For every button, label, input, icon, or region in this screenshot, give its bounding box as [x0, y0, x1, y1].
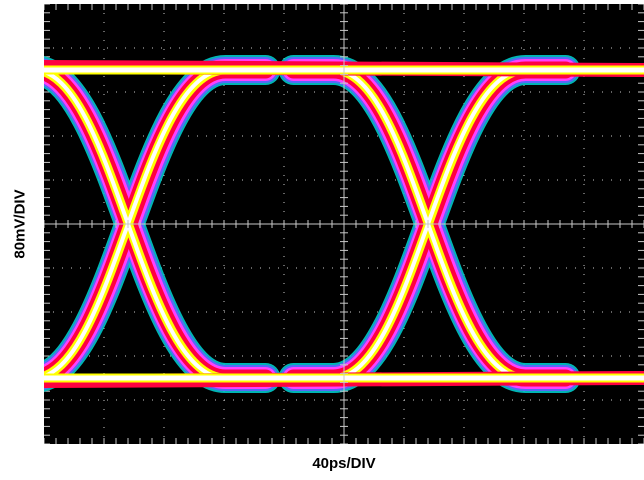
center-axes — [44, 4, 644, 444]
x-axis-label: 40ps/DIV — [312, 455, 376, 472]
scope-screen — [44, 4, 644, 444]
eye-diagram-plot — [44, 4, 644, 444]
y-axis-label: 80mV/DIV — [11, 189, 29, 259]
